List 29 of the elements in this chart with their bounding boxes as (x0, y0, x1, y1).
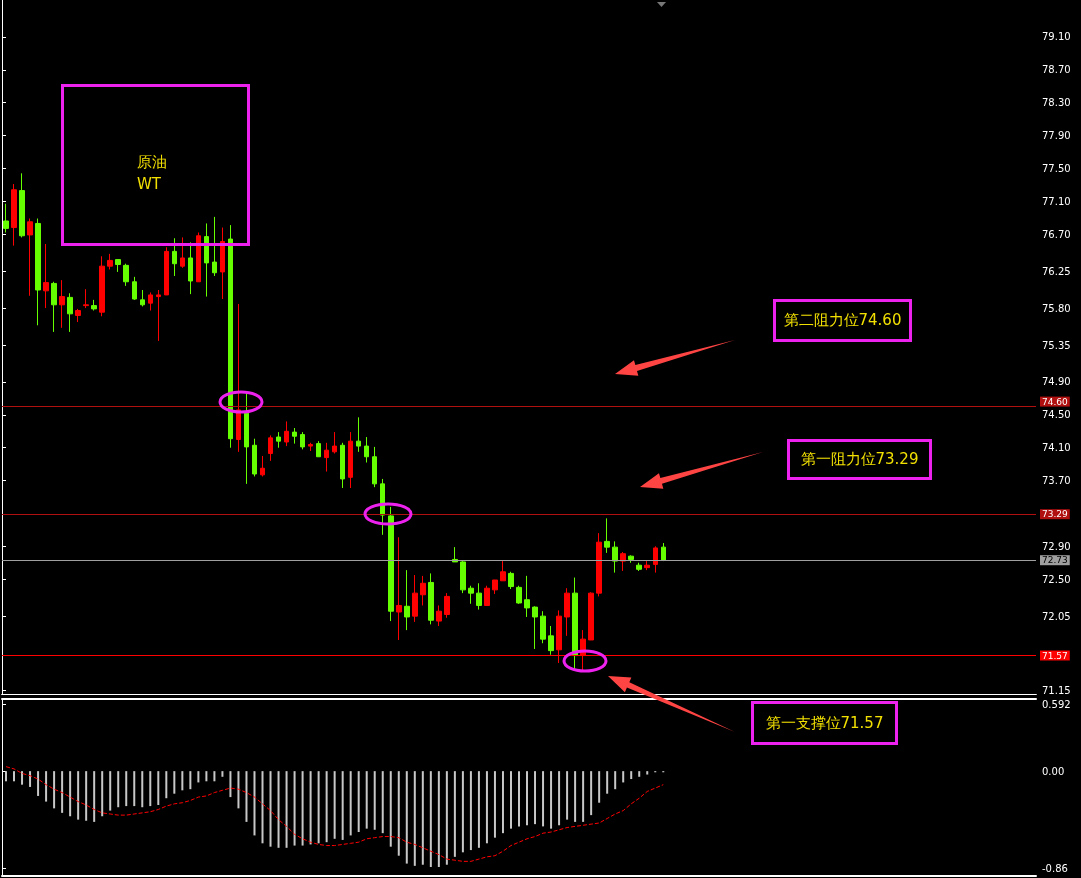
y-tick-label: 74.10 (1042, 442, 1071, 454)
y-tick-label: 72.90 (1042, 540, 1071, 552)
ref-line-label: 73.29 (1042, 509, 1069, 520)
y-tick-label: 79.10 (1042, 31, 1071, 43)
y-tick-label: 78.30 (1042, 97, 1071, 109)
ref-line-label: 72.73 (1042, 555, 1068, 566)
y-tick-label: -0.86 (1042, 862, 1068, 874)
y-tick-label: 75.80 (1042, 302, 1071, 314)
text: 原油 WT (137, 152, 167, 195)
y-tick-label: 72.50 (1042, 573, 1071, 585)
y-tick-label: 76.25 (1042, 265, 1071, 277)
annotation: 第一支撑位71.57 (751, 701, 898, 745)
annotation: 第二阻力位74.60 (773, 299, 912, 342)
y-tick-label: 0.592 (1042, 698, 1071, 710)
ref-line-label: 71.57 (1042, 650, 1068, 661)
ref-line-label: 74.60 (1042, 396, 1069, 407)
y-tick-label: 71.15 (1042, 684, 1071, 696)
annotation: 第一阻力位73.29 (787, 439, 932, 480)
y-tick-label: 76.70 (1042, 228, 1071, 240)
y-tick-label: 78.70 (1042, 64, 1071, 76)
y-tick-label: 77.10 (1042, 195, 1071, 207)
y-tick-label: 74.90 (1042, 376, 1071, 388)
y-tick-label: 72.05 (1042, 610, 1071, 622)
y-tick-label: 75.35 (1042, 339, 1071, 351)
y-tick-label: 73.70 (1042, 475, 1071, 487)
y-tick-label: 74.50 (1042, 409, 1071, 421)
y-tick-label: 77.50 (1042, 162, 1071, 174)
y-tick-label: 0.00 (1042, 765, 1065, 777)
y-tick-label: 77.90 (1042, 130, 1071, 142)
